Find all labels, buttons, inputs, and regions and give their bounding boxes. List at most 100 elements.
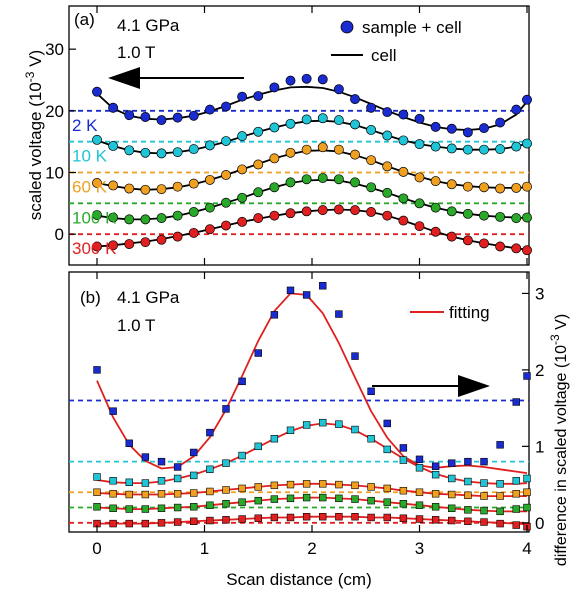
- data-point-10-k: [496, 480, 504, 488]
- data-point-2-k: [206, 428, 214, 437]
- data-point-2-k: [172, 112, 183, 123]
- panel-b-ticks: 0 1 2 3 0 1 2 3 4: [92, 272, 544, 558]
- data-point-60-k: [511, 182, 522, 193]
- data-point-2-k: [382, 107, 393, 118]
- data-point-60-k: [430, 176, 441, 187]
- data-point-100-k: [333, 174, 344, 185]
- data-point-300-k: [140, 237, 151, 248]
- data-point-100-k: [383, 498, 391, 506]
- panel-b-y-axis-label: difference in scaled voltage (10-3 V): [548, 314, 570, 566]
- data-point-100-k: [350, 177, 360, 188]
- panel-a-sample-points: [92, 73, 532, 256]
- data-point-10-k: [109, 477, 117, 485]
- data-point-300-k: [333, 204, 344, 215]
- data-point-300-k: [92, 241, 102, 252]
- y-tick-label: 2: [535, 361, 544, 380]
- data-point-300-k: [173, 518, 182, 526]
- data-point-2-k: [204, 104, 215, 115]
- cell-curve-300-k: [96, 208, 528, 251]
- y-tick-label: 0: [535, 514, 544, 533]
- cell-curve-100-k: [96, 178, 528, 221]
- data-point-100-k: [335, 494, 343, 503]
- data-point-10-k: [446, 143, 457, 154]
- data-point-60-k: [190, 489, 198, 497]
- data-point-10-k: [366, 124, 377, 135]
- fitting-curve-300-k: [97, 515, 528, 526]
- data-point-10-k: [156, 148, 167, 159]
- data-point-2-k: [367, 387, 375, 395]
- fitting-curve-60-k: [96, 482, 527, 498]
- data-point-300-k: [285, 208, 296, 219]
- data-point-300-k: [221, 220, 231, 231]
- data-point-300-k: [302, 513, 311, 521]
- data-point-100-k: [108, 212, 119, 223]
- data-point-100-k: [93, 503, 101, 511]
- data-point-2-k: [93, 366, 101, 374]
- data-point-60-k: [479, 182, 489, 193]
- data-point-300-k: [522, 245, 532, 256]
- data-point-2-k: [480, 457, 488, 466]
- data-point-100-k: [302, 493, 311, 502]
- data-point-100-k: [206, 501, 214, 509]
- panel-a-field-annotation: 1.0 T: [117, 43, 155, 62]
- data-point-10-k: [479, 144, 489, 155]
- data-point-10-k: [286, 426, 295, 434]
- x-tick-label: 1: [200, 539, 209, 558]
- data-point-2-k: [399, 444, 408, 452]
- data-point-60-k: [156, 184, 167, 195]
- data-point-10-k: [270, 435, 279, 443]
- data-point-100-k: [496, 507, 504, 516]
- data-point-60-k: [415, 488, 424, 496]
- data-point-2-k: [495, 117, 506, 128]
- data-point-60-k: [462, 181, 473, 192]
- data-point-100-k: [351, 495, 359, 503]
- data-point-2-k: [511, 104, 522, 115]
- legend-label-sample-cell: sample + cell: [362, 18, 462, 37]
- data-point-300-k: [367, 513, 375, 522]
- panel-b-frame: [68, 271, 530, 533]
- data-point-300-k: [190, 517, 198, 525]
- data-point-300-k: [172, 231, 183, 242]
- data-point-60-k: [269, 153, 280, 164]
- panel-a: 0 10 20 30 2 K 10 K 60 K 100 K 300 K (a) 4.1 GP…: [23, 5, 532, 266]
- data-point-60-k: [398, 166, 409, 177]
- data-point-60-k: [431, 490, 440, 498]
- data-point-2-k: [319, 282, 327, 290]
- data-point-100-k: [285, 177, 296, 188]
- data-point-100-k: [140, 214, 151, 225]
- data-point-10-k: [430, 141, 441, 152]
- data-point-100-k: [415, 501, 424, 509]
- series-label-100-k: 100 K: [72, 208, 117, 227]
- data-point-100-k: [495, 211, 506, 222]
- data-point-60-k: [173, 490, 182, 498]
- data-point-60-k: [157, 490, 166, 498]
- data-point-300-k: [366, 207, 377, 217]
- data-point-60-k: [270, 481, 279, 490]
- data-point-60-k: [125, 490, 133, 499]
- data-point-300-k: [319, 513, 327, 521]
- data-point-60-k: [302, 480, 311, 488]
- data-point-60-k: [333, 144, 344, 155]
- data-point-2-k: [156, 115, 167, 126]
- data-point-100-k: [448, 504, 456, 512]
- data-point-10-k: [462, 144, 473, 155]
- data-point-10-k: [333, 115, 344, 126]
- data-point-10-k: [523, 474, 531, 483]
- data-point-100-k: [511, 213, 522, 224]
- data-point-10-k: [221, 136, 231, 146]
- data-point-100-k: [367, 496, 375, 505]
- data-point-10-k: [415, 464, 424, 472]
- data-point-2-k: [92, 86, 102, 97]
- data-point-10-k: [140, 147, 151, 158]
- data-point-2-k: [140, 112, 151, 122]
- data-point-2-k: [253, 91, 264, 101]
- data-point-100-k: [125, 505, 133, 513]
- data-point-300-k: [222, 516, 230, 524]
- data-point-60-k: [238, 484, 246, 493]
- data-point-300-k: [253, 213, 264, 224]
- data-point-100-k: [173, 503, 182, 512]
- data-point-100-k: [222, 500, 230, 508]
- data-point-60-k: [172, 181, 183, 192]
- data-point-10-k: [522, 138, 532, 149]
- data-point-100-k: [522, 212, 532, 223]
